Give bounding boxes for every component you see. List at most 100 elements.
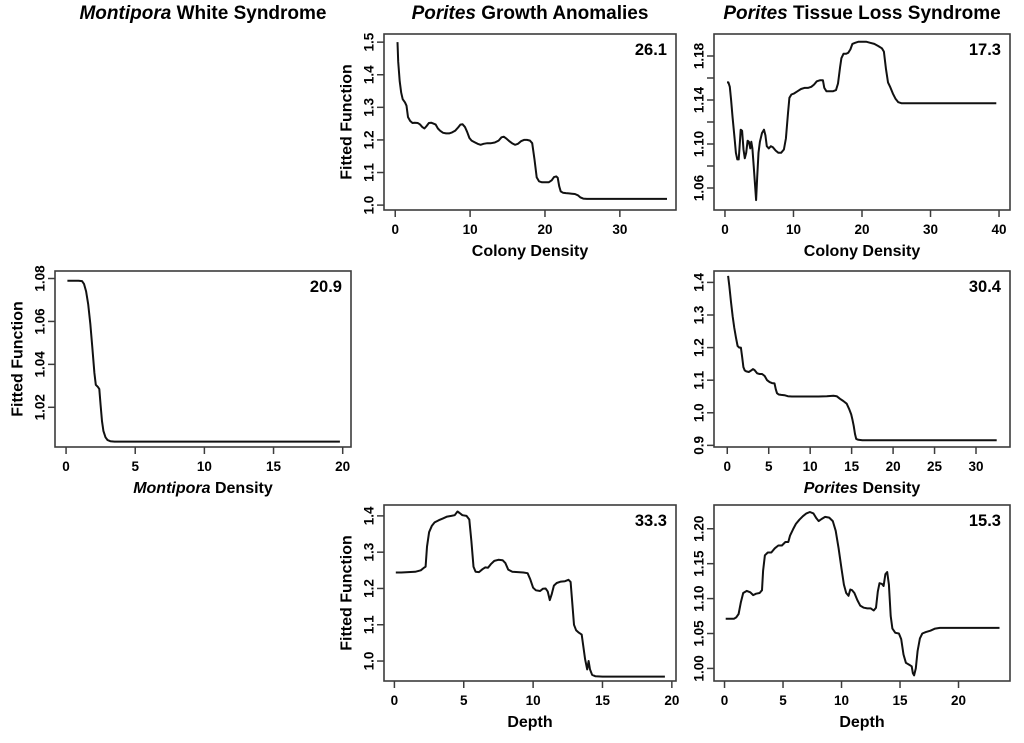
plot-tls-colony-density: 1.06 1.10 1.14 1.18 0 10 20 30 40 Colony Density 1… [692,33,1011,260]
x-axis-label: Montipora Density [133,480,273,497]
y-axis-label: Fitted Function [339,535,356,651]
x-tick-label: 0 [62,459,70,474]
y-tick-label: 1.06 [33,308,48,335]
x-tick-label: 20 [951,693,966,708]
x-tick-label: 20 [886,459,901,474]
y-tick-label: 1.05 [692,620,707,647]
plot-box [383,504,677,682]
y-tick-label: 1.4 [362,65,377,84]
title-plain-text: Growth Anomalies [475,3,649,24]
plot-box [54,270,352,448]
y-tick-label: 1.1 [692,370,707,389]
y-tick-label: 1.15 [692,550,707,577]
plot-tls-porites-density: 0.9 1.0 1.1 1.2 1.3 1.4 0 5 10 15 20 25 30 Porites De… [692,270,1011,497]
y-tick-label: 1.02 [33,394,48,420]
x-axis-label: Depth [839,714,884,731]
x-tick-label: 25 [927,459,943,474]
x-tick-label: 10 [197,459,212,474]
y-tick-label: 1.0 [362,196,377,215]
fitted-function-curve [395,510,665,678]
y-tick-label: 1.20 [692,516,707,542]
x-tick-label: 30 [923,222,938,237]
plot-ga-colony-density: 1.0 1.1 1.2 1.3 1.4 1.5 0 10 20 30 Colony Density F… [339,32,677,260]
x-tick-label: 10 [834,693,849,708]
plot-tls-depth: 1.00 1.05 1.10 1.15 1.20 0 5 10 15 20 Depth 15.3 [692,504,1011,731]
x-tick-label: 5 [460,693,468,708]
x-tick-label: 10 [803,459,818,474]
y-tick-label: 1.18 [692,42,707,69]
x-tick-label: 0 [391,693,399,708]
x-tick-label: 5 [131,459,139,474]
y-tick-label: 1.04 [33,351,48,378]
y-tick-label: 1.10 [692,131,707,157]
panel-annotation-value: 15.3 [969,512,1001,530]
fitted-function-curve [727,40,997,202]
y-axis-label: Fitted Function [10,301,27,417]
x-tick-label: 15 [266,459,282,474]
x-tick-label: 20 [335,459,350,474]
fitted-function-curve [396,42,667,200]
y-tick-label: 1.06 [692,174,707,201]
title-plain-text: Tissue Loss Syndrome [787,3,1001,24]
x-axis-label: Porites Density [804,480,921,497]
plot-box [713,504,1011,682]
x-tick-label: 30 [612,222,627,237]
fitted-function-curve [67,279,340,443]
y-tick-label: 1.3 [362,97,377,116]
panel-annotation-value: 26.1 [635,41,667,59]
title-italic-genus: Porites [723,3,788,24]
x-tick-label: 0 [724,459,732,474]
y-tick-label: 1.3 [362,542,377,561]
title-italic-genus: Montipora [79,3,172,24]
y-tick-label: 1.0 [692,403,707,422]
x-tick-label: 10 [463,222,478,237]
plot-box [383,33,677,211]
x-tick-label: 0 [721,693,729,708]
x-tick-label: 5 [765,459,773,474]
x-tick-label: 40 [992,222,1007,237]
title-plain-text: White Syndrome [171,3,327,24]
y-tick-label: 1.5 [362,32,377,51]
column-title-porites-tissue-loss-syndrome: Porites Tissue Loss Syndrome [704,3,1020,27]
x-tick-label: 15 [844,459,860,474]
panel-annotation-value: 17.3 [969,41,1001,59]
x-axis-label: Depth [507,714,552,731]
panel-annotation-value: 20.9 [310,278,342,296]
panel-annotation-value: 33.3 [635,512,667,530]
x-tick-label: 20 [537,222,552,237]
y-tick-label: 1.2 [362,579,377,598]
title-italic-genus: Porites [411,3,476,24]
column-title-montipora-white-syndrome: Montipora White Syndrome [45,3,361,27]
y-tick-label: 1.10 [692,585,707,611]
x-tick-label: 30 [968,459,983,474]
y-tick-label: 1.1 [362,615,377,634]
y-tick-label: 1.4 [362,506,377,525]
fitted-function-curve [727,275,997,442]
y-tick-label: 1.00 [692,655,707,681]
y-tick-label: 1.3 [692,305,707,324]
plot-box [713,270,1011,448]
plot-ga-depth: 1.0 1.1 1.2 1.3 1.4 0 5 10 15 20 Depth Fitted Funct… [339,504,679,731]
x-tick-label: 10 [526,693,541,708]
x-tick-label: 10 [786,222,801,237]
y-tick-label: 1.0 [362,652,377,671]
x-axis-label: Colony Density [472,243,589,260]
x-axis-label: Colony Density [804,243,921,260]
x-tick-label: 0 [721,222,729,237]
y-tick-label: 1.14 [692,86,707,113]
x-tick-label: 20 [854,222,869,237]
plot-box [713,33,1011,211]
y-tick-label: 0.9 [692,436,707,455]
y-axis-label: Fitted Function [339,64,356,180]
y-tick-label: 1.2 [692,338,707,357]
column-title-porites-growth-anomalies: Porites Growth Anomalies [374,3,686,27]
x-tick-label: 20 [664,693,679,708]
panel-annotation-value: 30.4 [969,278,1002,296]
y-tick-label: 1.08 [33,265,48,292]
x-tick-label: 15 [893,693,909,708]
y-tick-label: 1.2 [362,131,377,150]
fitted-function-curve [725,511,1000,677]
x-tick-label: 5 [779,693,787,708]
y-tick-label: 1.4 [692,273,707,292]
